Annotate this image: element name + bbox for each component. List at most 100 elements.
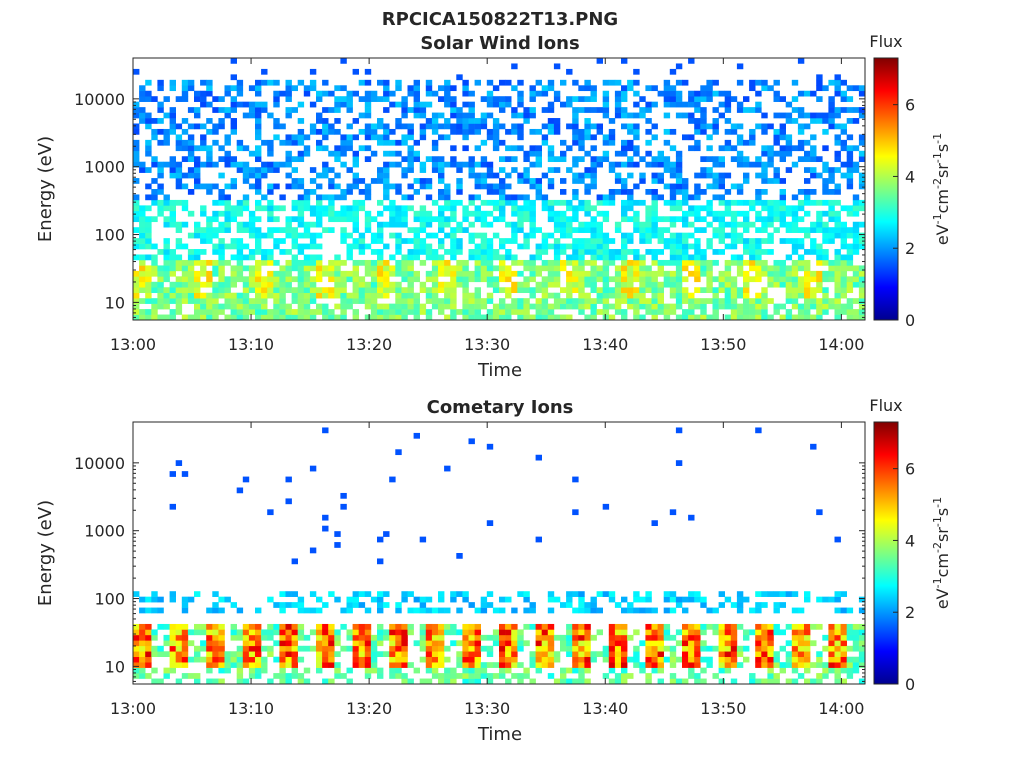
heatmap-cell	[657, 656, 664, 663]
heatmap-cell	[828, 216, 835, 223]
heatmap-cell	[505, 254, 512, 261]
heatmap-cell	[364, 298, 372, 304]
heatmap-cell	[425, 254, 433, 261]
heatmap-cell	[517, 259, 524, 266]
heatmap-cell	[316, 645, 323, 652]
heatmap-cell	[791, 678, 799, 685]
heatmap-cell	[627, 79, 634, 86]
heatmap-cell	[431, 662, 439, 668]
heatmap-cell	[291, 216, 298, 223]
heatmap-cell	[614, 221, 622, 228]
heatmap-cell	[309, 298, 317, 304]
heatmap-cell	[181, 199, 189, 206]
heatmap-cell	[718, 101, 725, 108]
heatmap-cell	[621, 150, 628, 157]
heatmap-cell	[407, 591, 414, 597]
heatmap-cell	[736, 63, 744, 70]
heatmap-cell	[224, 243, 231, 250]
heatmap-cell	[584, 303, 591, 310]
heatmap-cell	[303, 265, 311, 272]
heatmap-cell	[621, 270, 628, 277]
heatmap-cell	[322, 205, 329, 212]
heatmap-cell	[163, 287, 170, 294]
heatmap-cell	[505, 656, 512, 663]
heatmap-cell	[767, 645, 774, 652]
heatmap-cell	[645, 287, 652, 294]
heatmap-cell	[767, 298, 774, 304]
heatmap-cell	[688, 194, 695, 201]
heatmap-cell	[779, 112, 786, 119]
heatmap-cell	[438, 270, 445, 277]
heatmap-cell	[523, 591, 530, 597]
heatmap-cell	[285, 591, 292, 597]
heatmap-cell	[346, 145, 353, 152]
heatmap-cell	[285, 79, 292, 86]
heatmap-cell	[797, 139, 805, 146]
heatmap-cell	[236, 145, 244, 152]
heatmap-cell	[346, 298, 353, 304]
heatmap-cell	[608, 287, 616, 294]
heatmap-cell	[316, 292, 323, 299]
heatmap-cell	[810, 678, 817, 685]
heatmap-cell	[346, 292, 353, 299]
heatmap-cell	[169, 161, 176, 168]
heatmap-cell	[145, 662, 152, 668]
heatmap-cell	[669, 85, 677, 92]
heatmap-cell	[669, 216, 677, 223]
heatmap-cell	[297, 199, 305, 206]
heatmap-cell	[352, 161, 359, 168]
heatmap-cell	[773, 281, 780, 288]
heatmap-cell	[340, 96, 347, 102]
heatmap-cell	[377, 281, 384, 288]
heatmap-cell	[212, 629, 219, 636]
heatmap-cell	[584, 314, 591, 321]
heatmap-cell	[767, 629, 774, 636]
heatmap-cell	[535, 161, 542, 168]
heatmap-cell	[309, 465, 317, 472]
heatmap-cell	[297, 118, 305, 124]
heatmap-cell	[688, 656, 695, 663]
heatmap-cell	[761, 249, 768, 255]
heatmap-cell	[248, 270, 256, 277]
heatmap-cell	[480, 667, 488, 674]
heatmap-cell	[535, 662, 542, 668]
heatmap-cell	[309, 287, 317, 294]
heatmap-cell	[553, 651, 561, 658]
heatmap-cell	[407, 249, 414, 255]
heatmap-cell	[218, 96, 225, 102]
heatmap-cell	[669, 249, 677, 255]
heatmap-cell	[736, 651, 744, 658]
heatmap-cell	[438, 265, 445, 272]
heatmap-cell	[474, 205, 481, 212]
heatmap-cell	[383, 107, 390, 113]
heatmap-cell	[370, 265, 378, 272]
heatmap-cell	[712, 645, 719, 652]
heatmap-cell	[553, 314, 561, 321]
heatmap-cell	[291, 651, 298, 658]
heatmap-cell	[736, 139, 744, 146]
heatmap-cell	[688, 243, 695, 250]
heatmap-cell	[316, 596, 323, 603]
heatmap-cell	[602, 194, 610, 201]
heatmap-cell	[663, 259, 671, 266]
heatmap-cell	[157, 651, 164, 658]
heatmap-cell	[163, 112, 170, 119]
heatmap-cell	[529, 183, 536, 190]
heatmap-cell	[242, 476, 250, 483]
heatmap-cell	[810, 90, 817, 97]
heatmap-cell	[541, 232, 549, 239]
heatmap-cell	[181, 596, 189, 603]
heatmap-cell	[255, 645, 262, 652]
heatmap-cell	[242, 199, 250, 206]
heatmap-cell	[602, 270, 610, 277]
heatmap-cell	[468, 656, 475, 663]
heatmap-cell	[492, 139, 500, 146]
heatmap-cell	[438, 640, 445, 647]
heatmap-cell	[377, 199, 384, 206]
heatmap-cell	[419, 640, 427, 647]
y-tick-label: 100	[94, 590, 125, 609]
heatmap-cell	[541, 172, 549, 179]
heatmap-cell	[364, 314, 372, 321]
heatmap-cell	[401, 303, 408, 310]
